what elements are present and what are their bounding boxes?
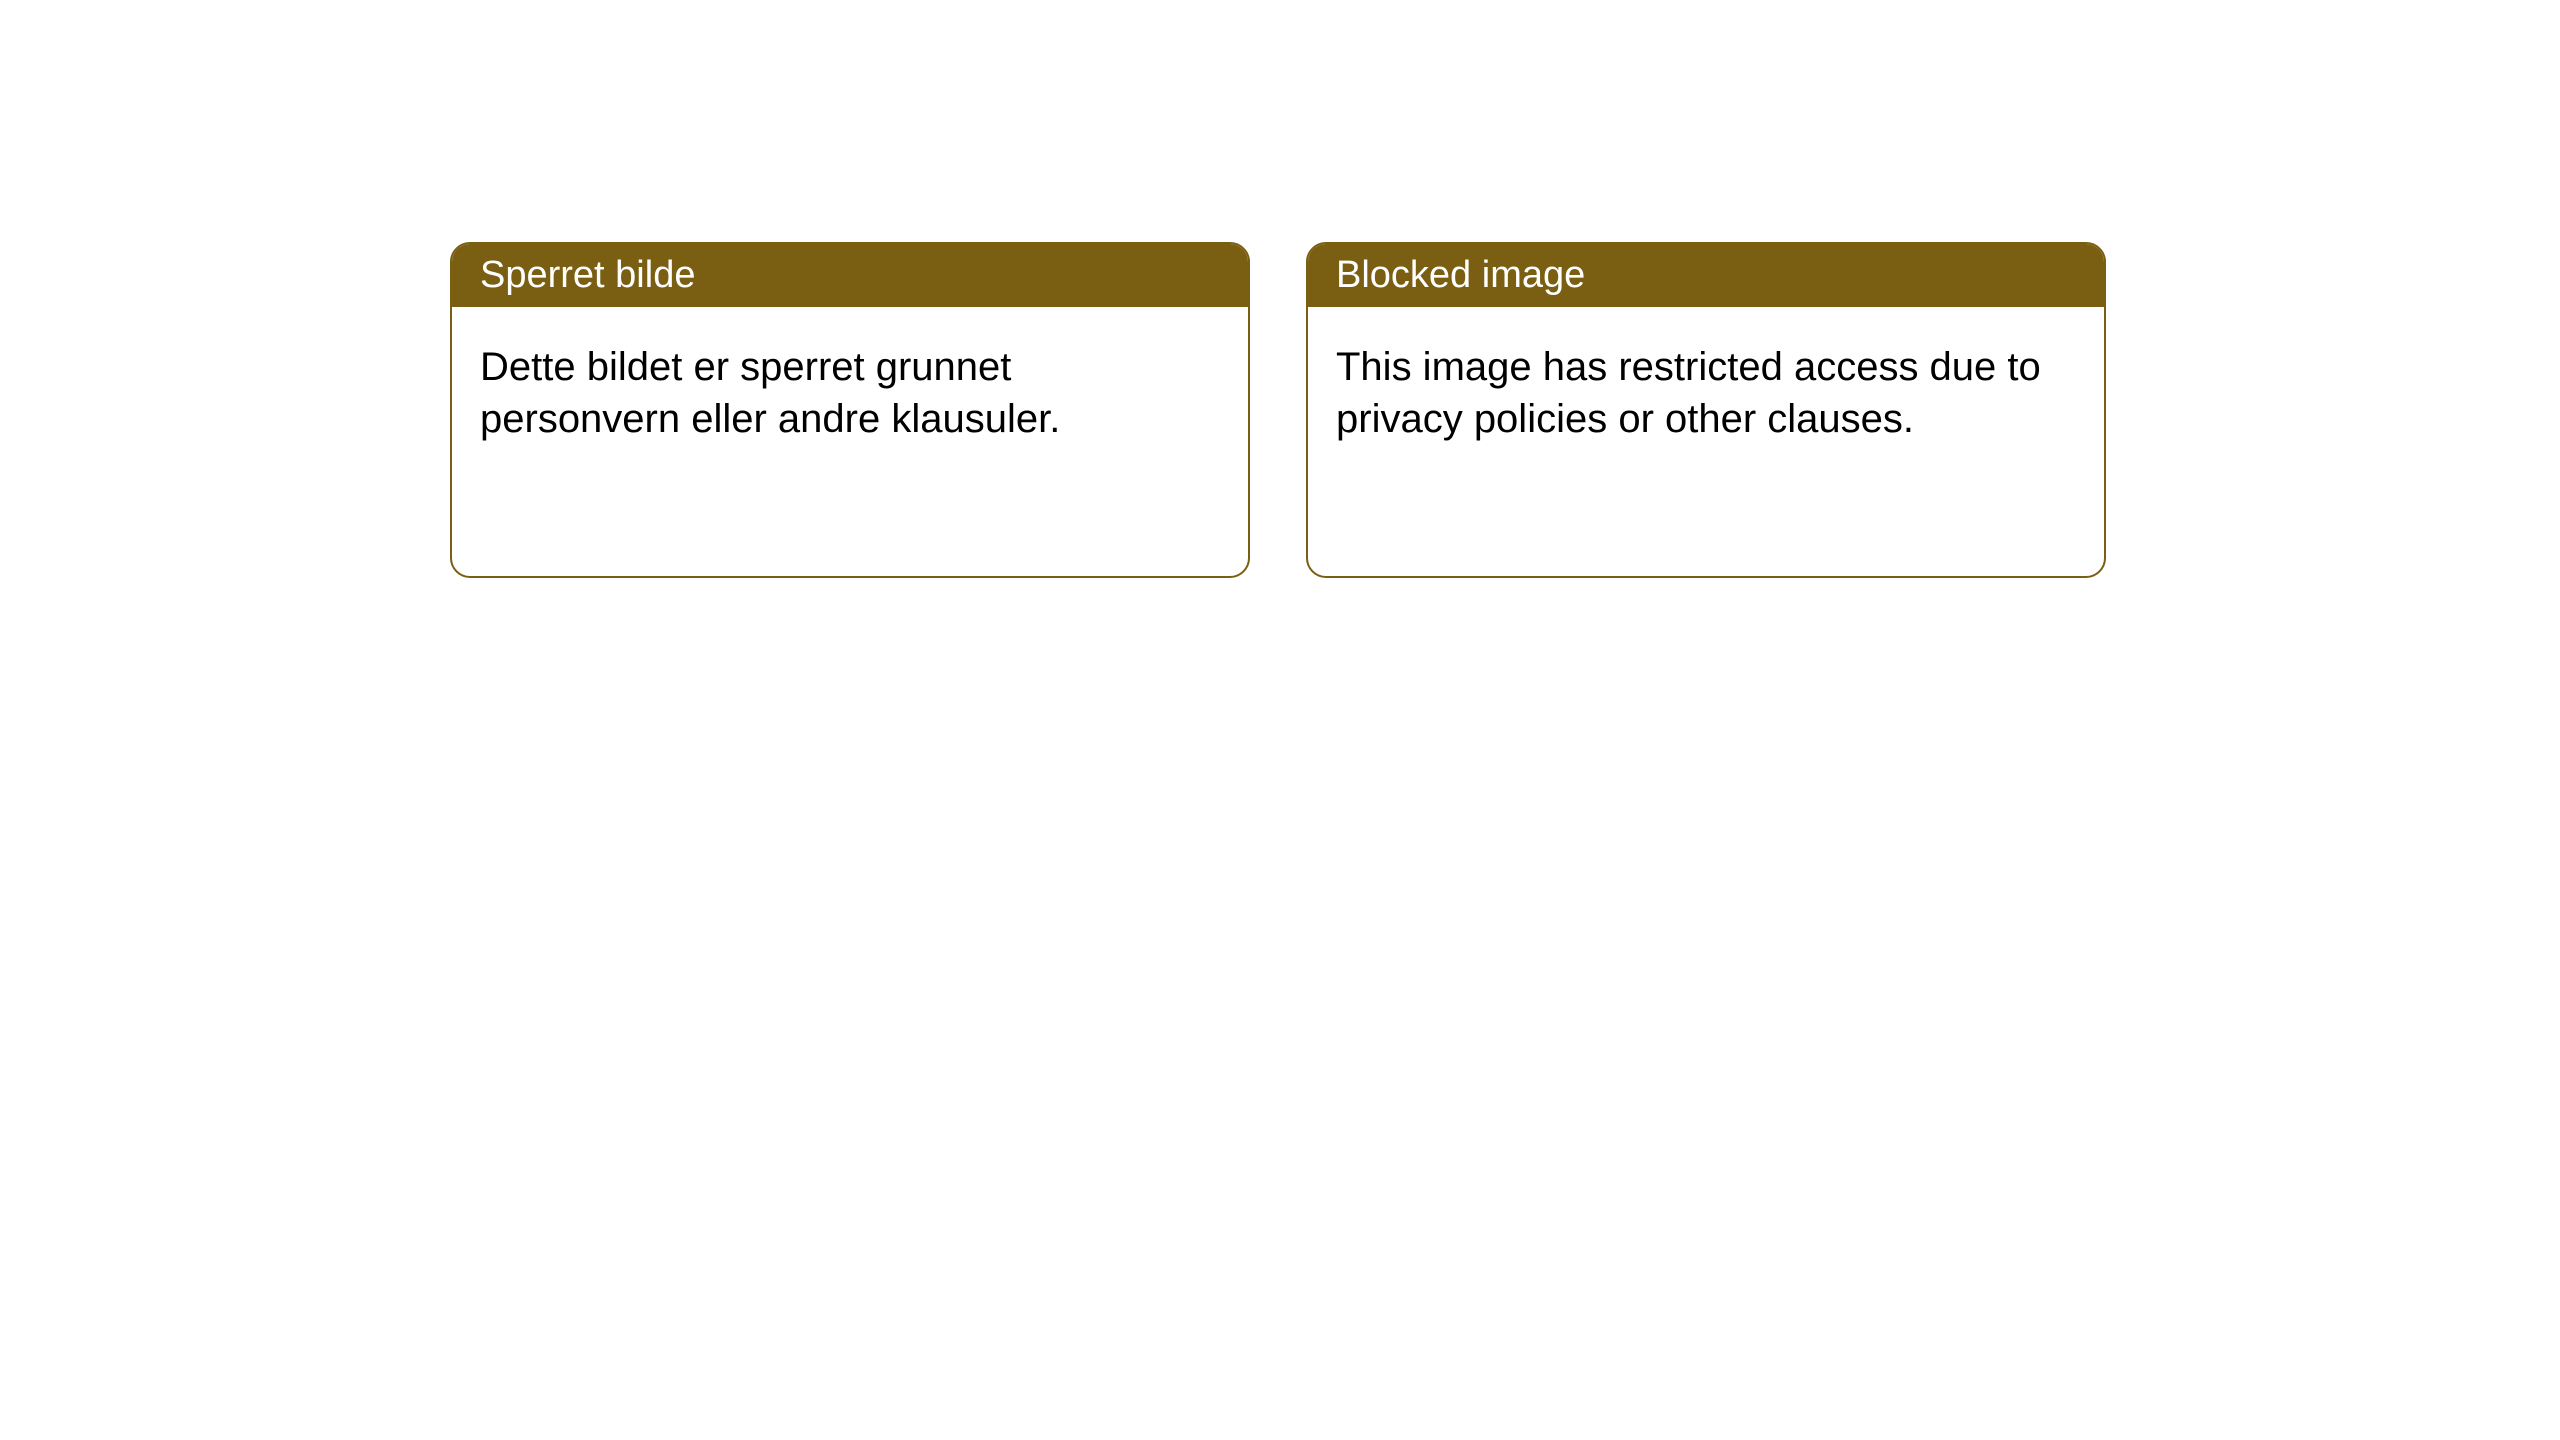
- card-body-text: This image has restricted access due to …: [1336, 345, 2041, 441]
- card-title: Blocked image: [1336, 254, 1585, 296]
- card-body: This image has restricted access due to …: [1308, 307, 2104, 479]
- card-body-text: Dette bildet er sperret grunnet personve…: [480, 345, 1060, 441]
- card-header: Blocked image: [1308, 244, 2104, 307]
- notice-card-english: Blocked image This image has restricted …: [1306, 242, 2106, 578]
- notice-cards-container: Sperret bilde Dette bildet er sperret gr…: [450, 242, 2106, 578]
- card-header: Sperret bilde: [452, 244, 1248, 307]
- card-title: Sperret bilde: [480, 254, 695, 296]
- card-body: Dette bildet er sperret grunnet personve…: [452, 307, 1248, 479]
- notice-card-norwegian: Sperret bilde Dette bildet er sperret gr…: [450, 242, 1250, 578]
